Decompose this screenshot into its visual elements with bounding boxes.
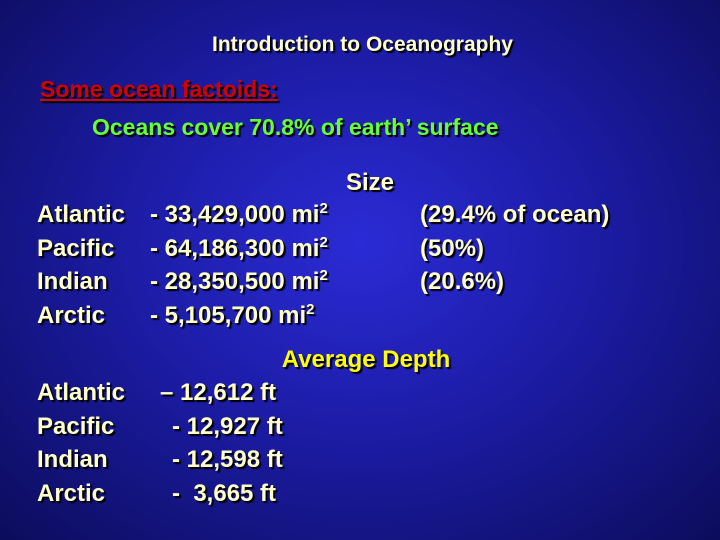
area-share: (20.6%) [420,268,505,295]
depth-value: – 12,612 ft [160,379,277,406]
area-value: - 33,429,000 mi2 [150,200,328,228]
area-share: (50%) [420,234,485,262]
area-value: - 5,105,700 mi2 [150,300,315,329]
ocean-name: Atlantic [37,201,126,228]
area-exponent: 2 [306,300,315,318]
depth-value: - 12,927 ft [172,412,283,440]
depth-header: Average Depth [281,346,451,373]
subheading: Oceans cover 70.8% of earth’ surface [92,114,499,140]
area-text: - 5,105,700 mi [150,301,307,329]
area-share: (29.4% of ocean) [420,201,610,228]
area-text: - 33,429,000 mi [150,201,320,228]
title: Introduction to Oceanography [211,33,513,56]
ocean-name: Pacific [37,234,115,262]
ocean-name: Indian [37,446,108,474]
depth-value: - 12,598 ft [172,446,283,474]
area-exponent: 2 [319,267,328,284]
area-text: - 64,186,300 mi [150,234,320,262]
area-text: - 28,350,500 mi [150,268,320,295]
heading: Some ocean factoids: [40,76,278,102]
ocean-name: Arctic [37,301,106,329]
ocean-name: Atlantic [37,379,126,406]
depth-value: - 3,665 ft [172,480,277,508]
area-exponent: 2 [319,200,328,217]
ocean-name: Arctic [37,480,106,508]
area-exponent: 2 [319,233,328,251]
ocean-name: Indian [37,268,108,295]
area-value: - 64,186,300 mi2 [150,233,328,262]
size-header: Size [345,169,395,196]
area-value: - 28,350,500 mi2 [150,267,328,295]
ocean-name: Pacific [37,412,115,440]
